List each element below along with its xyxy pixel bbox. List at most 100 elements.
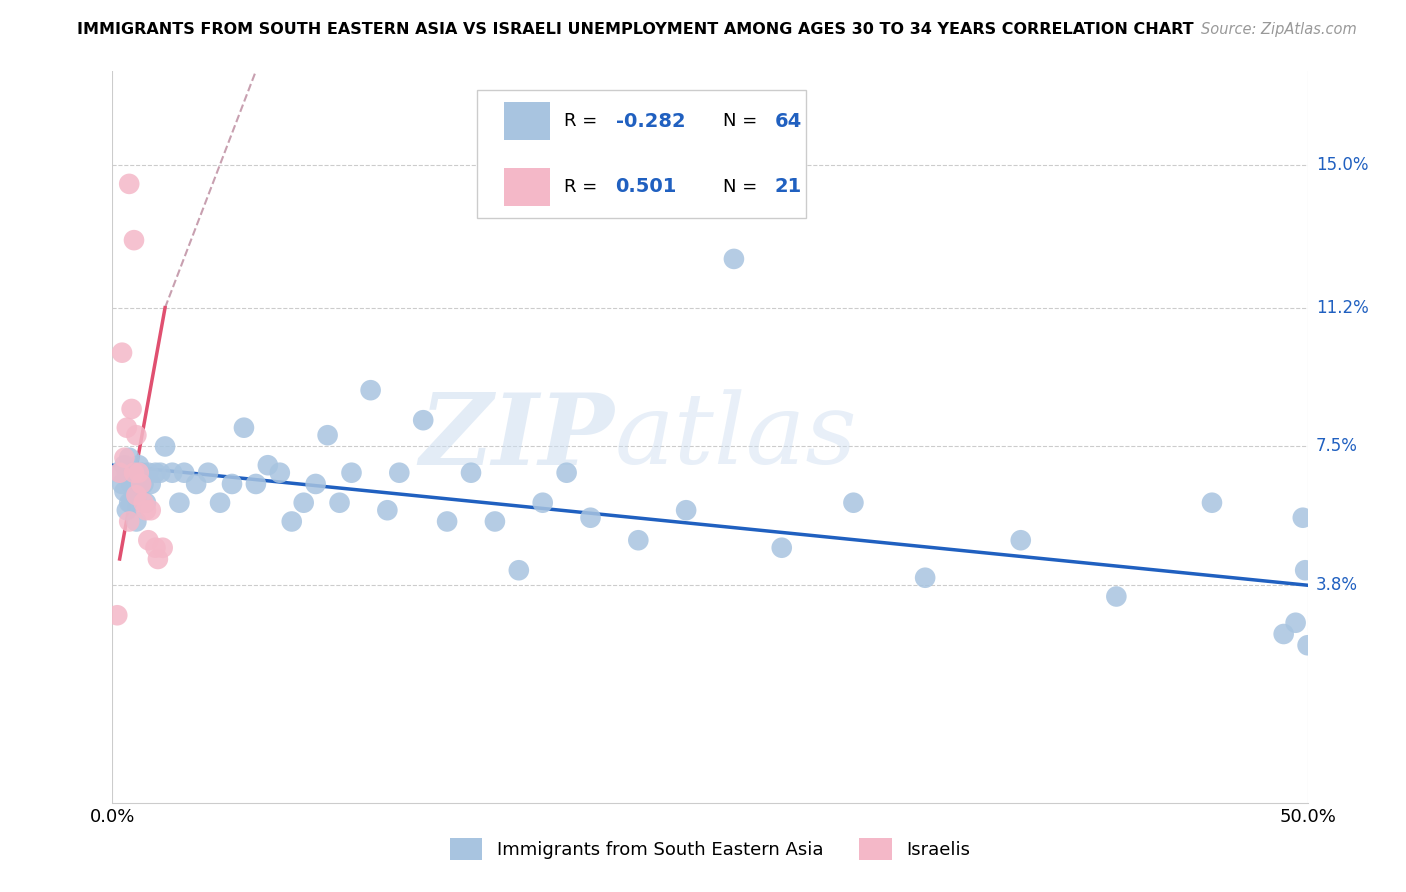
Point xyxy=(152,541,174,555)
Text: R =: R = xyxy=(564,178,603,196)
Point xyxy=(118,496,141,510)
Point xyxy=(111,345,134,359)
FancyBboxPatch shape xyxy=(477,90,806,218)
Text: 64: 64 xyxy=(775,112,801,130)
Point xyxy=(1296,638,1319,652)
Point xyxy=(1292,510,1315,524)
Point xyxy=(340,466,363,480)
Text: 7.5%: 7.5% xyxy=(1316,437,1358,456)
Text: N =: N = xyxy=(723,112,763,130)
Point xyxy=(111,477,134,491)
Point xyxy=(115,420,138,434)
Point xyxy=(914,571,936,585)
Point xyxy=(121,477,143,491)
Point xyxy=(153,440,176,454)
Point xyxy=(245,477,267,491)
Point xyxy=(531,496,554,510)
Point xyxy=(135,503,157,517)
Text: 15.0%: 15.0% xyxy=(1316,156,1368,174)
Point xyxy=(118,450,141,465)
Text: 11.2%: 11.2% xyxy=(1316,299,1368,317)
Point xyxy=(128,466,150,480)
Point xyxy=(125,477,148,491)
Point xyxy=(412,413,434,427)
Legend: Immigrants from South Eastern Asia, Israelis: Immigrants from South Eastern Asia, Isra… xyxy=(443,830,977,867)
Point xyxy=(1010,533,1032,548)
Point xyxy=(105,608,128,623)
Point xyxy=(329,496,352,510)
Point xyxy=(149,466,172,480)
Point xyxy=(1105,590,1128,604)
Point xyxy=(135,496,157,510)
Point xyxy=(723,252,745,266)
Point xyxy=(257,458,280,473)
Point xyxy=(436,515,458,529)
Point xyxy=(388,466,411,480)
Point xyxy=(132,496,155,510)
Point xyxy=(118,177,141,191)
Text: 3.8%: 3.8% xyxy=(1316,576,1358,594)
Point xyxy=(305,477,328,491)
Bar xyxy=(505,168,550,206)
Point xyxy=(842,496,865,510)
Point xyxy=(145,541,167,555)
Point xyxy=(125,488,148,502)
Point xyxy=(139,503,162,517)
Point xyxy=(508,563,530,577)
Point xyxy=(114,458,135,473)
Point xyxy=(108,466,131,480)
Point xyxy=(138,466,160,480)
Point xyxy=(186,477,208,491)
Point xyxy=(114,484,135,499)
Point xyxy=(128,458,150,473)
Point xyxy=(292,496,315,510)
Text: R =: R = xyxy=(564,112,603,130)
Point xyxy=(579,510,602,524)
Point xyxy=(138,533,160,548)
Point xyxy=(125,515,148,529)
Point xyxy=(269,466,291,480)
Point xyxy=(197,466,219,480)
Point xyxy=(169,496,191,510)
Point xyxy=(121,496,143,510)
Point xyxy=(360,383,382,397)
Point xyxy=(108,466,131,480)
Point xyxy=(173,466,195,480)
Point xyxy=(1272,627,1295,641)
Text: ZIP: ZIP xyxy=(419,389,614,485)
Point xyxy=(121,401,143,416)
Point xyxy=(209,496,232,510)
Point xyxy=(162,466,183,480)
Point xyxy=(118,515,141,529)
Point xyxy=(115,503,138,517)
Text: -0.282: -0.282 xyxy=(616,112,685,130)
Text: Source: ZipAtlas.com: Source: ZipAtlas.com xyxy=(1201,22,1357,37)
Point xyxy=(675,503,697,517)
Point xyxy=(129,466,152,480)
Point xyxy=(377,503,399,517)
Point xyxy=(316,428,339,442)
Text: 21: 21 xyxy=(775,178,801,196)
Point xyxy=(146,552,169,566)
Point xyxy=(114,450,135,465)
Point xyxy=(139,477,162,491)
Point xyxy=(555,466,578,480)
Text: N =: N = xyxy=(723,178,763,196)
Point xyxy=(770,541,793,555)
Point xyxy=(460,466,482,480)
Point xyxy=(115,466,138,480)
Point xyxy=(132,477,155,491)
Bar xyxy=(505,102,550,140)
Point xyxy=(281,515,304,529)
Point xyxy=(125,428,148,442)
Point xyxy=(1201,496,1223,510)
Text: 0.501: 0.501 xyxy=(616,178,678,196)
Point xyxy=(145,466,167,480)
Point xyxy=(484,515,506,529)
Point xyxy=(129,477,152,491)
Point xyxy=(1285,615,1308,630)
Point xyxy=(221,477,243,491)
Text: IMMIGRANTS FROM SOUTH EASTERN ASIA VS ISRAELI UNEMPLOYMENT AMONG AGES 30 TO 34 Y: IMMIGRANTS FROM SOUTH EASTERN ASIA VS IS… xyxy=(77,22,1194,37)
Text: atlas: atlas xyxy=(614,390,858,484)
Point xyxy=(233,420,256,434)
